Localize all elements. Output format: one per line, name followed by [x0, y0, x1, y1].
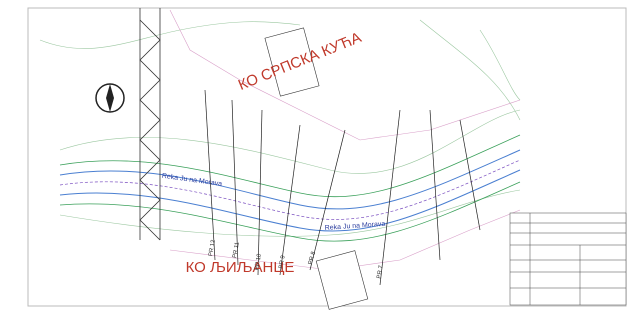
drawing: КО СРПСКА КУЋА КО ЉИЉАНЦЕ Reka Ju na Mor…: [0, 0, 630, 311]
title-block: [510, 213, 626, 305]
